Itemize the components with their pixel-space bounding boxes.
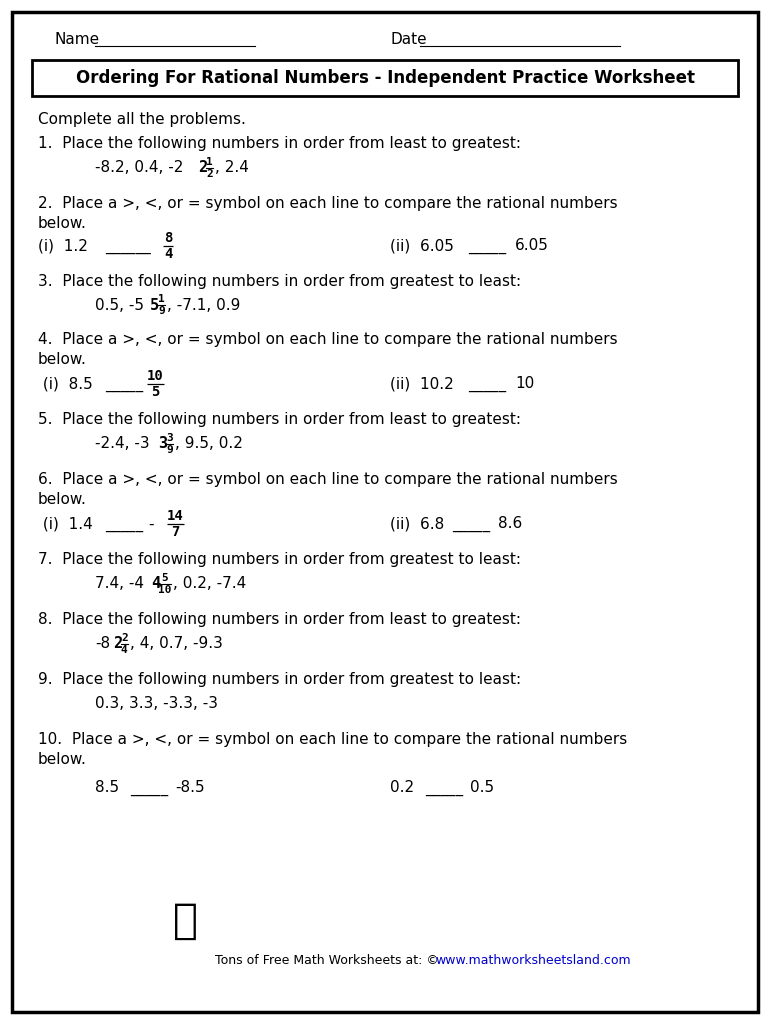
Text: _____: _____	[105, 377, 143, 391]
Text: 10.  Place a >, <, or = symbol on each line to compare the rational numbers: 10. Place a >, <, or = symbol on each li…	[38, 732, 628, 746]
Text: 0.5: 0.5	[470, 780, 494, 796]
Text: www.mathworksheetsland.com: www.mathworksheetsland.com	[435, 953, 631, 967]
Text: _____: _____	[130, 780, 168, 796]
Text: 7.  Place the following numbers in order from greatest to least:: 7. Place the following numbers in order …	[38, 552, 521, 567]
Text: 0.2: 0.2	[390, 780, 414, 796]
Text: 3: 3	[158, 436, 167, 452]
Text: 9: 9	[166, 445, 172, 455]
Text: 5: 5	[151, 385, 159, 399]
Text: Complete all the problems.: Complete all the problems.	[38, 112, 246, 127]
Text: , 2.4: , 2.4	[215, 161, 249, 175]
Text: 0.5, -5: 0.5, -5	[95, 298, 144, 312]
Text: , -7.1, 0.9: , -7.1, 0.9	[167, 298, 240, 312]
Text: 8.  Place the following numbers in order from least to greatest:: 8. Place the following numbers in order …	[38, 612, 521, 627]
Text: , 9.5, 0.2: , 9.5, 0.2	[175, 436, 243, 452]
Text: 1: 1	[158, 294, 165, 304]
Text: (i)  8.5: (i) 8.5	[38, 377, 92, 391]
Text: 🌴: 🌴	[172, 900, 197, 942]
Text: 4.  Place a >, <, or = symbol on each line to compare the rational numbers: 4. Place a >, <, or = symbol on each lin…	[38, 332, 618, 347]
Text: 2: 2	[206, 169, 213, 179]
Text: 5.  Place the following numbers in order from least to greatest:: 5. Place the following numbers in order …	[38, 412, 521, 427]
Text: _____: _____	[452, 516, 490, 531]
Text: Ordering For Rational Numbers - Independent Practice Worksheet: Ordering For Rational Numbers - Independ…	[75, 69, 695, 87]
Text: 2: 2	[198, 161, 207, 175]
Text: below.: below.	[38, 752, 87, 767]
Text: _____: _____	[425, 780, 463, 796]
Text: 7.4, -4: 7.4, -4	[95, 577, 144, 592]
Text: 10: 10	[515, 377, 534, 391]
Text: 3.  Place the following numbers in order from greatest to least:: 3. Place the following numbers in order …	[38, 274, 521, 289]
Text: 4: 4	[151, 577, 160, 592]
Text: 1.  Place the following numbers in order from least to greatest:: 1. Place the following numbers in order …	[38, 136, 521, 151]
Text: _____: _____	[468, 239, 506, 254]
Text: 5: 5	[162, 573, 169, 583]
Text: ______: ______	[105, 239, 151, 254]
Text: 1: 1	[206, 157, 213, 167]
Text: 8.5: 8.5	[95, 780, 119, 796]
Text: 5: 5	[150, 298, 159, 312]
Text: , 0.2, -7.4: , 0.2, -7.4	[173, 577, 246, 592]
Text: 2: 2	[121, 633, 128, 643]
Text: (ii)  6.8: (ii) 6.8	[390, 516, 444, 531]
Text: 2.  Place a >, <, or = symbol on each line to compare the rational numbers: 2. Place a >, <, or = symbol on each lin…	[38, 196, 618, 211]
Text: (ii)  6.05: (ii) 6.05	[390, 239, 454, 254]
Text: 0.3, 3.3, -3.3, -3: 0.3, 3.3, -3.3, -3	[95, 696, 218, 712]
Text: _____: _____	[468, 377, 506, 391]
Text: (i)  1.4: (i) 1.4	[38, 516, 92, 531]
Text: 4: 4	[164, 247, 172, 261]
Text: Date: Date	[390, 33, 427, 47]
Text: below.: below.	[38, 492, 87, 507]
Text: -8.5: -8.5	[175, 780, 205, 796]
Text: 10: 10	[146, 369, 163, 383]
Text: 9: 9	[158, 306, 165, 316]
Text: 4: 4	[121, 645, 128, 655]
Text: 6.  Place a >, <, or = symbol on each line to compare the rational numbers: 6. Place a >, <, or = symbol on each lin…	[38, 472, 618, 487]
Text: _____: _____	[105, 516, 143, 531]
Text: , 4, 0.7, -9.3: , 4, 0.7, -9.3	[130, 637, 223, 651]
Text: -8.2, 0.4, -2: -8.2, 0.4, -2	[95, 161, 183, 175]
Text: below.: below.	[38, 352, 87, 367]
Text: -2.4, -3: -2.4, -3	[95, 436, 149, 452]
FancyBboxPatch shape	[32, 60, 738, 96]
Text: 10: 10	[158, 585, 172, 595]
Text: 8: 8	[164, 231, 172, 245]
Text: Tons of Free Math Worksheets at: ©: Tons of Free Math Worksheets at: ©	[215, 953, 443, 967]
Text: (ii)  10.2: (ii) 10.2	[390, 377, 454, 391]
Text: 14: 14	[166, 509, 183, 523]
Text: 2: 2	[113, 637, 122, 651]
Text: 8.6: 8.6	[498, 516, 522, 531]
Text: below.: below.	[38, 216, 87, 231]
Text: 7: 7	[171, 525, 179, 539]
Text: 6.05: 6.05	[515, 239, 549, 254]
Text: -8: -8	[95, 637, 110, 651]
Text: -: -	[148, 516, 153, 531]
Text: Name: Name	[55, 33, 100, 47]
Text: 3: 3	[166, 433, 172, 443]
Text: (i)  1.2: (i) 1.2	[38, 239, 88, 254]
Text: 9.  Place the following numbers in order from greatest to least:: 9. Place the following numbers in order …	[38, 672, 521, 687]
